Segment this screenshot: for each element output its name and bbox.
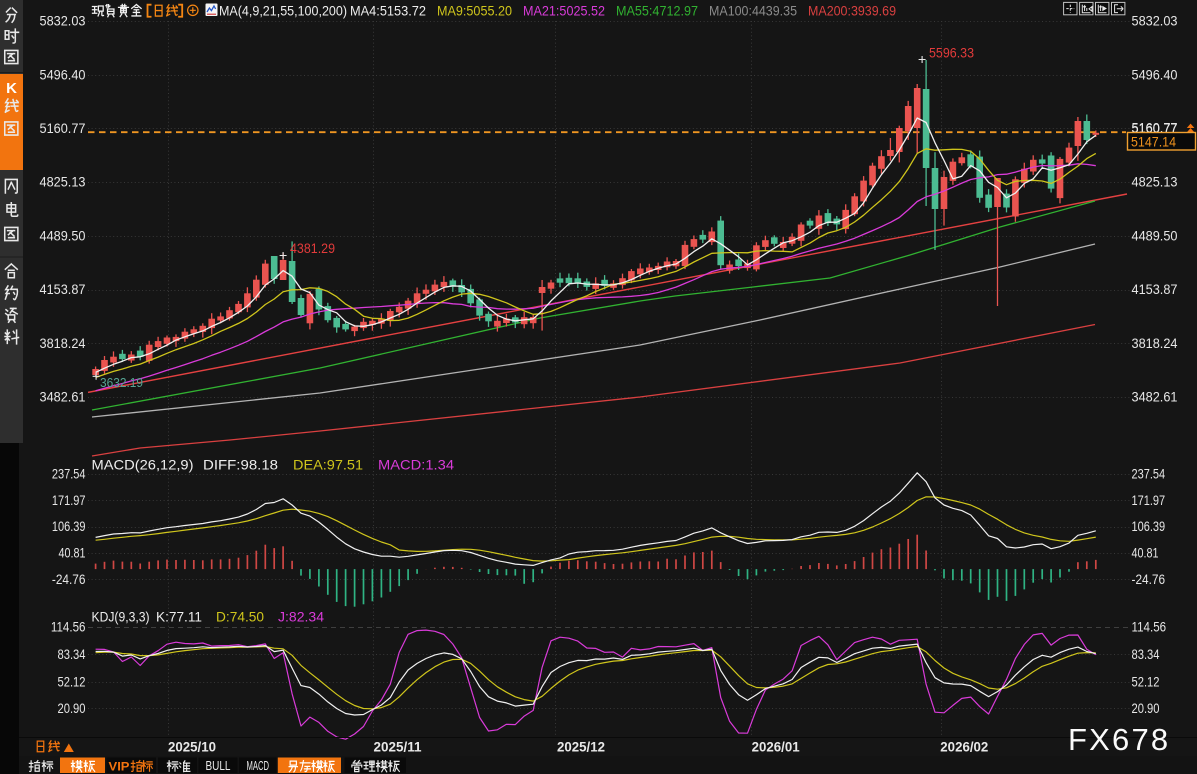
svg-text:K: K xyxy=(6,80,17,97)
svg-text:5160.77: 5160.77 xyxy=(40,120,86,136)
svg-text:MA200:3939.69: MA200:3939.69 xyxy=(808,3,896,19)
svg-text:5496.40: 5496.40 xyxy=(1132,66,1178,82)
svg-text:52.12: 52.12 xyxy=(1132,674,1160,690)
svg-text:114.56: 114.56 xyxy=(1132,619,1167,635)
svg-text:5596.33: 5596.33 xyxy=(929,45,974,61)
svg-text:FX678: FX678 xyxy=(1068,722,1170,757)
svg-text:DEA:97.51: DEA:97.51 xyxy=(293,457,363,473)
svg-text:20.90: 20.90 xyxy=(1132,700,1160,716)
svg-text:40.81: 40.81 xyxy=(59,545,86,561)
svg-text:52.12: 52.12 xyxy=(58,674,86,690)
svg-text:83.34: 83.34 xyxy=(58,646,86,662)
svg-text:KDJ(9,3,3): KDJ(9,3,3) xyxy=(92,609,150,625)
svg-text:MACD: MACD xyxy=(247,759,270,773)
svg-text:MA21:5025.52: MA21:5025.52 xyxy=(523,3,605,19)
svg-text:4825.13: 4825.13 xyxy=(1132,174,1178,190)
svg-text:237.54: 237.54 xyxy=(52,466,86,482)
svg-text:-24.76: -24.76 xyxy=(1132,571,1166,587)
svg-text:106.39: 106.39 xyxy=(1132,518,1166,534)
svg-text:5496.40: 5496.40 xyxy=(40,66,86,82)
svg-text:MA(4,9,21,55,100,200): MA(4,9,21,55,100,200) xyxy=(219,3,347,19)
svg-text:K:77.11: K:77.11 xyxy=(156,609,202,625)
svg-text:4153.87: 4153.87 xyxy=(1132,281,1178,297)
svg-text:MA4:5153.72: MA4:5153.72 xyxy=(350,3,426,19)
svg-text:20.90: 20.90 xyxy=(58,700,86,716)
svg-text:MA100:4439.35: MA100:4439.35 xyxy=(709,3,797,19)
svg-text:5832.03: 5832.03 xyxy=(1132,13,1178,29)
svg-text:106.39: 106.39 xyxy=(52,518,86,534)
svg-text:4381.29: 4381.29 xyxy=(290,240,335,256)
svg-text:171.97: 171.97 xyxy=(52,492,86,508)
svg-text:3632.19: 3632.19 xyxy=(100,375,143,390)
svg-text:5160.77: 5160.77 xyxy=(1132,120,1178,136)
svg-text:40.81: 40.81 xyxy=(1132,545,1159,561)
svg-text:4153.87: 4153.87 xyxy=(40,281,86,297)
svg-text:237.54: 237.54 xyxy=(1132,466,1166,482)
svg-text:2026/02: 2026/02 xyxy=(940,739,988,755)
svg-text:MA9:5055.20: MA9:5055.20 xyxy=(437,3,512,19)
svg-text:MACD:1.34: MACD:1.34 xyxy=(378,457,454,473)
svg-text:2025/11: 2025/11 xyxy=(374,739,422,755)
svg-text:171.97: 171.97 xyxy=(1132,492,1166,508)
svg-text:BULL: BULL xyxy=(206,759,231,773)
svg-text:114.56: 114.56 xyxy=(51,619,86,635)
svg-text:J:82.34: J:82.34 xyxy=(278,609,324,625)
svg-text:3482.61: 3482.61 xyxy=(1132,389,1178,405)
svg-text:2026/01: 2026/01 xyxy=(752,739,800,755)
svg-text:2025/12: 2025/12 xyxy=(557,739,605,755)
svg-text:3818.24: 3818.24 xyxy=(40,335,86,351)
svg-text:3818.24: 3818.24 xyxy=(1132,335,1178,351)
svg-text:-24.76: -24.76 xyxy=(52,571,86,587)
svg-text:5832.03: 5832.03 xyxy=(40,13,86,29)
svg-text:MA55:4712.97: MA55:4712.97 xyxy=(616,3,698,19)
svg-text:VIP: VIP xyxy=(109,760,130,774)
svg-text:4489.50: 4489.50 xyxy=(1132,227,1178,243)
svg-text:3482.61: 3482.61 xyxy=(40,389,86,405)
svg-text:2025/10: 2025/10 xyxy=(168,739,216,755)
svg-text:D:74.50: D:74.50 xyxy=(216,609,264,625)
svg-text:4489.50: 4489.50 xyxy=(40,227,86,243)
svg-text:83.34: 83.34 xyxy=(1132,646,1160,662)
svg-text:4825.13: 4825.13 xyxy=(40,174,86,190)
svg-text:5147.14: 5147.14 xyxy=(1131,133,1176,149)
svg-text:MACD(26,12,9): MACD(26,12,9) xyxy=(92,457,194,473)
svg-text:DIFF:98.18: DIFF:98.18 xyxy=(203,457,278,473)
